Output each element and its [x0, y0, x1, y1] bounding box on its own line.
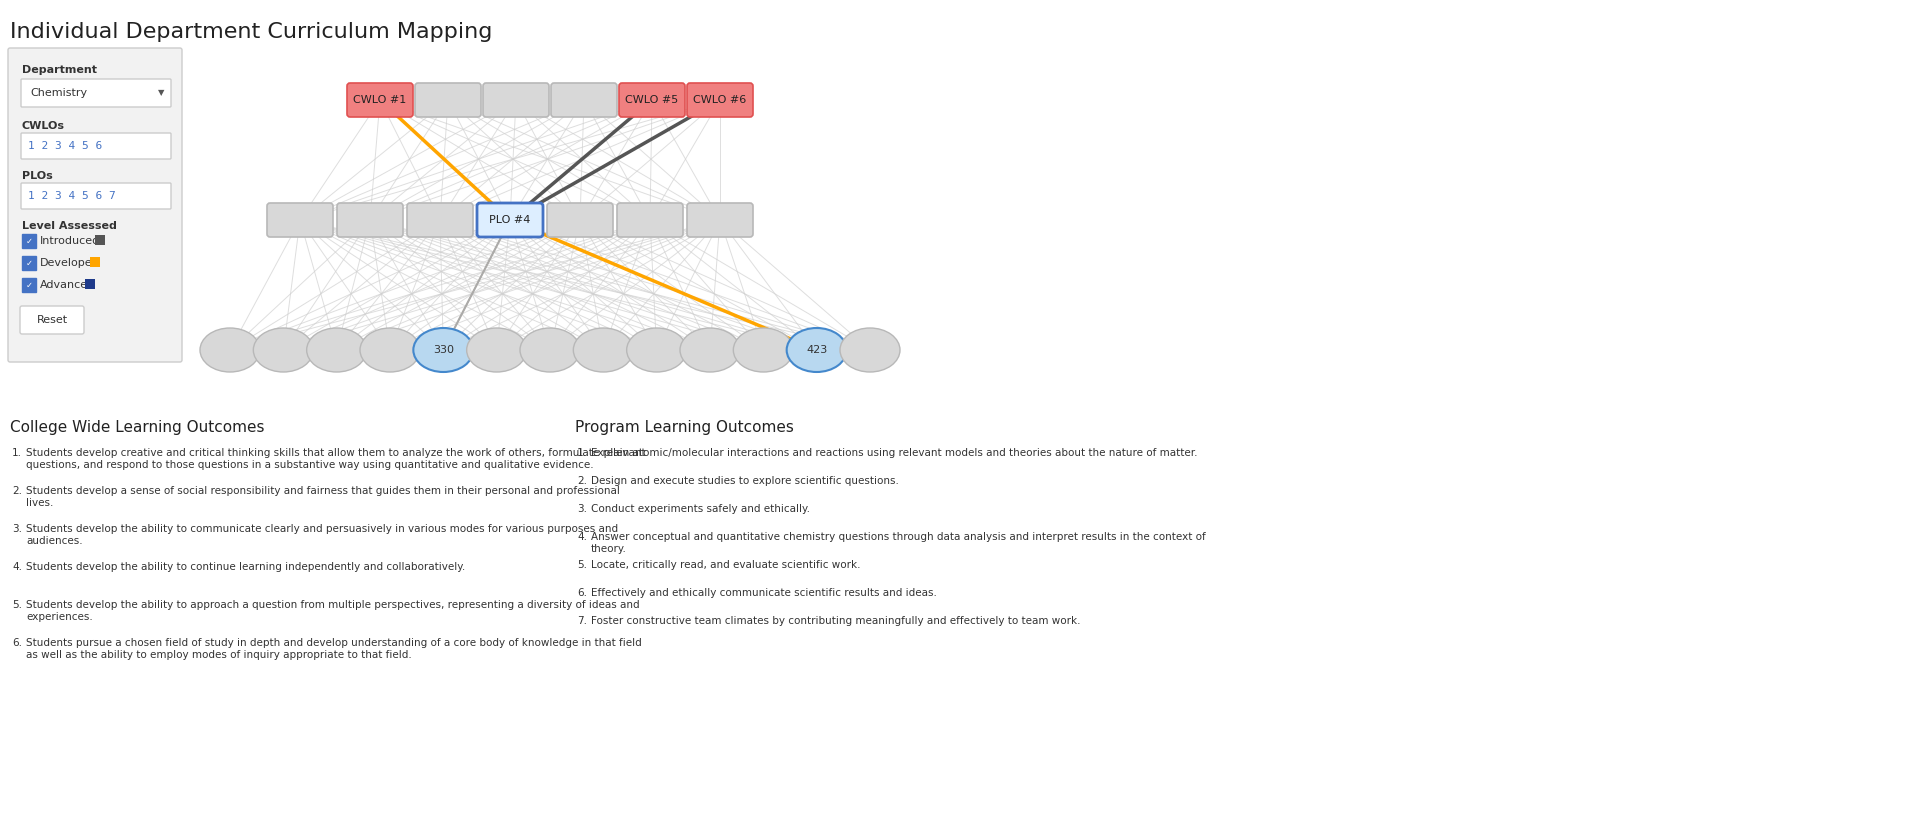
Text: Conduct experiments safely and ethically.: Conduct experiments safely and ethically…: [591, 504, 810, 514]
Text: Answer conceptual and quantitative chemistry questions through data analysis and: Answer conceptual and quantitative chemi…: [591, 532, 1206, 554]
Ellipse shape: [573, 328, 632, 372]
FancyBboxPatch shape: [617, 203, 684, 237]
FancyBboxPatch shape: [415, 83, 480, 117]
Ellipse shape: [840, 328, 899, 372]
Text: 330: 330: [432, 345, 453, 355]
Text: Students develop the ability to continue learning independently and collaborativ: Students develop the ability to continue…: [27, 562, 465, 572]
FancyBboxPatch shape: [95, 235, 105, 245]
Text: 1.: 1.: [11, 448, 23, 458]
Ellipse shape: [467, 328, 526, 372]
FancyBboxPatch shape: [23, 234, 36, 248]
Text: ✓: ✓: [25, 259, 32, 267]
Ellipse shape: [787, 328, 846, 372]
Text: 2.: 2.: [11, 486, 23, 496]
Ellipse shape: [733, 328, 792, 372]
Text: CWLO #5: CWLO #5: [625, 95, 678, 105]
Text: 5.: 5.: [577, 560, 587, 570]
Text: Students develop the ability to communicate clearly and persuasively in various : Students develop the ability to communic…: [27, 524, 617, 546]
Text: 5.: 5.: [11, 600, 23, 610]
FancyBboxPatch shape: [547, 203, 613, 237]
FancyBboxPatch shape: [23, 256, 36, 270]
Text: Explain atomic/molecular interactions and reactions using relevant models and th: Explain atomic/molecular interactions an…: [591, 448, 1198, 458]
FancyBboxPatch shape: [408, 203, 472, 237]
Ellipse shape: [307, 328, 366, 372]
Text: Chemistry: Chemistry: [30, 88, 88, 98]
Text: Locate, critically read, and evaluate scientific work.: Locate, critically read, and evaluate sc…: [591, 560, 861, 570]
Text: Developed: Developed: [40, 258, 99, 268]
Text: College Wide Learning Outcomes: College Wide Learning Outcomes: [10, 420, 265, 435]
Text: CWLOs: CWLOs: [23, 121, 65, 131]
FancyBboxPatch shape: [21, 79, 171, 107]
FancyBboxPatch shape: [21, 183, 171, 209]
FancyBboxPatch shape: [19, 306, 84, 334]
FancyBboxPatch shape: [86, 279, 95, 289]
Text: 6.: 6.: [11, 638, 23, 648]
Text: 2.: 2.: [577, 476, 587, 486]
Text: 423: 423: [806, 345, 827, 355]
FancyBboxPatch shape: [688, 203, 752, 237]
FancyBboxPatch shape: [8, 48, 183, 362]
Text: 4.: 4.: [577, 532, 587, 542]
FancyBboxPatch shape: [21, 133, 171, 159]
Text: Students develop the ability to approach a question from multiple perspectives, : Students develop the ability to approach…: [27, 600, 640, 622]
Text: Students develop a sense of social responsibility and fairness that guides them : Students develop a sense of social respo…: [27, 486, 619, 507]
Ellipse shape: [627, 328, 686, 372]
Text: Level Assessed: Level Assessed: [23, 221, 116, 231]
Ellipse shape: [413, 328, 472, 372]
Text: 6.: 6.: [577, 588, 587, 598]
Text: PLOs: PLOs: [23, 171, 53, 181]
Ellipse shape: [360, 328, 419, 372]
Text: 1 2 3 4 5 6 7: 1 2 3 4 5 6 7: [29, 191, 116, 201]
Ellipse shape: [520, 328, 579, 372]
Text: CWLO #1: CWLO #1: [352, 95, 406, 105]
Text: Students pursue a chosen field of study in depth and develop understanding of a : Students pursue a chosen field of study …: [27, 638, 642, 659]
Text: ✓: ✓: [25, 281, 32, 290]
Text: 4.: 4.: [11, 562, 23, 572]
FancyBboxPatch shape: [90, 257, 99, 267]
Ellipse shape: [200, 328, 259, 372]
FancyBboxPatch shape: [337, 203, 404, 237]
FancyBboxPatch shape: [347, 83, 413, 117]
Ellipse shape: [680, 328, 739, 372]
Text: Advanced: Advanced: [40, 280, 95, 290]
FancyBboxPatch shape: [688, 83, 752, 117]
Text: Program Learning Outcomes: Program Learning Outcomes: [575, 420, 794, 435]
Text: Individual Department Curriculum Mapping: Individual Department Curriculum Mapping: [10, 22, 491, 42]
FancyBboxPatch shape: [267, 203, 333, 237]
Ellipse shape: [253, 328, 312, 372]
Text: Reset: Reset: [36, 315, 67, 325]
Text: Department: Department: [23, 65, 97, 75]
Text: ✓: ✓: [25, 237, 32, 245]
Text: 3.: 3.: [577, 504, 587, 514]
FancyBboxPatch shape: [551, 83, 617, 117]
FancyBboxPatch shape: [476, 203, 543, 237]
FancyBboxPatch shape: [619, 83, 686, 117]
Text: Effectively and ethically communicate scientific results and ideas.: Effectively and ethically communicate sc…: [591, 588, 937, 598]
Text: 3.: 3.: [11, 524, 23, 534]
Text: 1.: 1.: [577, 448, 587, 458]
Text: CWLO #6: CWLO #6: [693, 95, 747, 105]
Text: Design and execute studies to explore scientific questions.: Design and execute studies to explore sc…: [591, 476, 899, 486]
Text: Foster constructive team climates by contributing meaningfully and effectively t: Foster constructive team climates by con…: [591, 616, 1080, 626]
Text: ▼: ▼: [158, 88, 164, 97]
Text: 1 2 3 4 5 6: 1 2 3 4 5 6: [29, 141, 103, 151]
FancyBboxPatch shape: [23, 278, 36, 292]
FancyBboxPatch shape: [484, 83, 549, 117]
Text: 7.: 7.: [577, 616, 587, 626]
Text: Students develop creative and critical thinking skills that allow them to analyz: Students develop creative and critical t…: [27, 448, 646, 470]
Text: PLO #4: PLO #4: [490, 215, 531, 225]
Text: Introduced: Introduced: [40, 236, 101, 246]
